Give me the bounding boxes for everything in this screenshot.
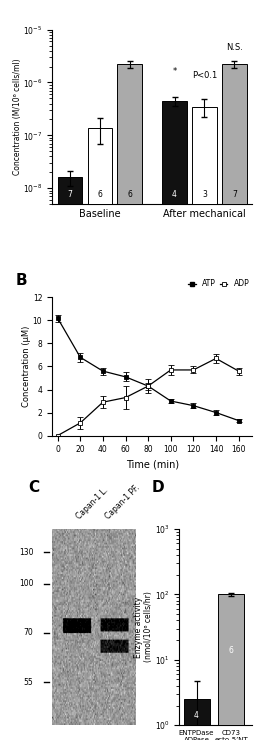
- Legend: ATP, ADP: ATP, ADP: [185, 276, 252, 292]
- Bar: [184, 699, 210, 740]
- Text: 3: 3: [202, 190, 207, 199]
- Text: 6: 6: [98, 190, 102, 199]
- Text: 70: 70: [24, 628, 34, 637]
- Text: 6: 6: [127, 190, 132, 199]
- Text: D: D: [151, 480, 164, 495]
- Text: 130: 130: [19, 548, 34, 557]
- Text: 4: 4: [172, 190, 177, 199]
- Bar: [222, 64, 246, 740]
- Y-axis label: Concentration (μM): Concentration (μM): [22, 326, 31, 407]
- Bar: [192, 107, 217, 740]
- Text: N.S.: N.S.: [226, 43, 243, 53]
- Text: *: *: [172, 67, 177, 75]
- Text: 100: 100: [19, 579, 34, 588]
- Text: C: C: [29, 480, 40, 495]
- Text: 6: 6: [229, 645, 234, 655]
- Bar: [118, 64, 142, 740]
- X-axis label: Time (min): Time (min): [126, 460, 179, 470]
- Text: B: B: [16, 272, 28, 288]
- Bar: [218, 594, 244, 740]
- Text: 7: 7: [68, 190, 72, 199]
- Text: 7: 7: [232, 190, 237, 199]
- Text: P<0.1: P<0.1: [192, 71, 217, 80]
- Text: Capan-1 PF.: Capan-1 PF.: [104, 483, 142, 521]
- Text: 55: 55: [24, 678, 34, 687]
- Bar: [58, 178, 82, 740]
- Y-axis label: Enzyme activity
(nmol/10⁶ cells/hr): Enzyme activity (nmol/10⁶ cells/hr): [134, 591, 153, 662]
- Bar: [162, 101, 187, 740]
- Y-axis label: Concentration (M/10⁶ cells/ml): Concentration (M/10⁶ cells/ml): [12, 58, 22, 175]
- Bar: [88, 127, 112, 740]
- Text: 4: 4: [194, 711, 199, 720]
- Text: Capan-1 L.: Capan-1 L.: [75, 485, 110, 521]
